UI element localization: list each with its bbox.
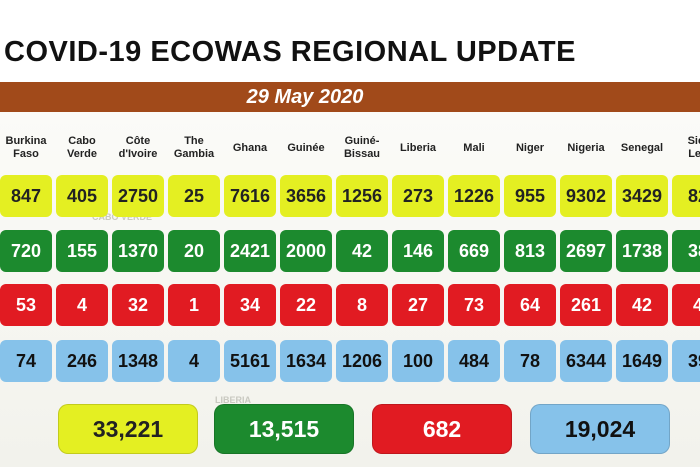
country-header: Ghana [232, 141, 268, 154]
country-header: Côte d'Ivoire [118, 135, 158, 160]
country-header: Sier Leo [687, 135, 700, 160]
deaths-cell: 73 [448, 284, 500, 326]
map-label-cabo-verde: CABO VERDE [92, 212, 153, 222]
country-header: Cabo Verde [67, 135, 97, 160]
recovered-cell: 5161 [224, 340, 276, 382]
active-cell: 155 [56, 230, 108, 272]
active-cell: 1370 [112, 230, 164, 272]
date-label: 29 May 2020 [246, 85, 364, 108]
deaths-cell: 32 [112, 284, 164, 326]
country-header: Mali [463, 141, 485, 154]
cases-cell: 273 [392, 175, 444, 217]
deaths-cell: 64 [504, 284, 556, 326]
recovered-cell: 246 [56, 340, 108, 382]
recovered-cell: 1634 [280, 340, 332, 382]
deaths-cell: 261 [560, 284, 612, 326]
active-cell: 1738 [616, 230, 668, 272]
deaths-cell: 53 [0, 284, 52, 326]
cases-cell: 1256 [336, 175, 388, 217]
deaths-cell: 8 [336, 284, 388, 326]
recovered-cell: 74 [0, 340, 52, 382]
cases-cell: 82 [672, 175, 700, 217]
country-header: Guiné- Bissau [343, 135, 381, 160]
cases-cell: 7616 [224, 175, 276, 217]
total-cases-badge: 33,221 [58, 404, 198, 454]
active-cell: 2697 [560, 230, 612, 272]
map-label-liberia: LIBERIA [215, 395, 251, 405]
active-cell: 720 [0, 230, 52, 272]
page-title: COVID-19 ECOWAS REGIONAL UPDATE [4, 36, 576, 68]
cases-cell: 3429 [616, 175, 668, 217]
country-header: Senegal [620, 141, 664, 154]
cases-cell: 405 [56, 175, 108, 217]
country-header: Nigeria [567, 141, 605, 154]
country-header: Guinée [287, 141, 325, 154]
active-cell: 20 [168, 230, 220, 272]
recovered-cell: 78 [504, 340, 556, 382]
deaths-cell: 4 [56, 284, 108, 326]
active-cell: 813 [504, 230, 556, 272]
cases-cell: 25 [168, 175, 220, 217]
active-cell: 669 [448, 230, 500, 272]
recovered-cell: 100 [392, 340, 444, 382]
active-cell: 42 [336, 230, 388, 272]
deaths-cell: 22 [280, 284, 332, 326]
deaths-cell: 1 [168, 284, 220, 326]
cases-cell: 847 [0, 175, 52, 217]
recovered-cell: 1348 [112, 340, 164, 382]
cases-cell: 2750 [112, 175, 164, 217]
total-deaths-badge: 682 [372, 404, 512, 454]
cases-cell: 1226 [448, 175, 500, 217]
country-header: Niger [515, 141, 545, 154]
recovered-cell: 1649 [616, 340, 668, 382]
recovered-cell: 4 [168, 340, 220, 382]
recovered-cell: 39 [672, 340, 700, 382]
deaths-cell: 42 [616, 284, 668, 326]
active-cell: 146 [392, 230, 444, 272]
deaths-cell: 27 [392, 284, 444, 326]
cases-cell: 955 [504, 175, 556, 217]
active-cell: 2421 [224, 230, 276, 272]
country-header: Burkina Faso [5, 135, 47, 160]
total-active-badge: 13,515 [214, 404, 354, 454]
cases-cell: 9302 [560, 175, 612, 217]
deaths-cell: 34 [224, 284, 276, 326]
deaths-cell: 4 [672, 284, 700, 326]
country-header: Liberia [399, 141, 437, 154]
recovered-cell: 484 [448, 340, 500, 382]
date-banner: 29 May 2020 [0, 82, 700, 112]
cases-cell: 3656 [280, 175, 332, 217]
active-cell: 2000 [280, 230, 332, 272]
active-cell: 38 [672, 230, 700, 272]
total-recovered-badge: 19,024 [530, 404, 670, 454]
country-header: The Gambia [173, 135, 215, 160]
recovered-cell: 6344 [560, 340, 612, 382]
recovered-cell: 1206 [336, 340, 388, 382]
